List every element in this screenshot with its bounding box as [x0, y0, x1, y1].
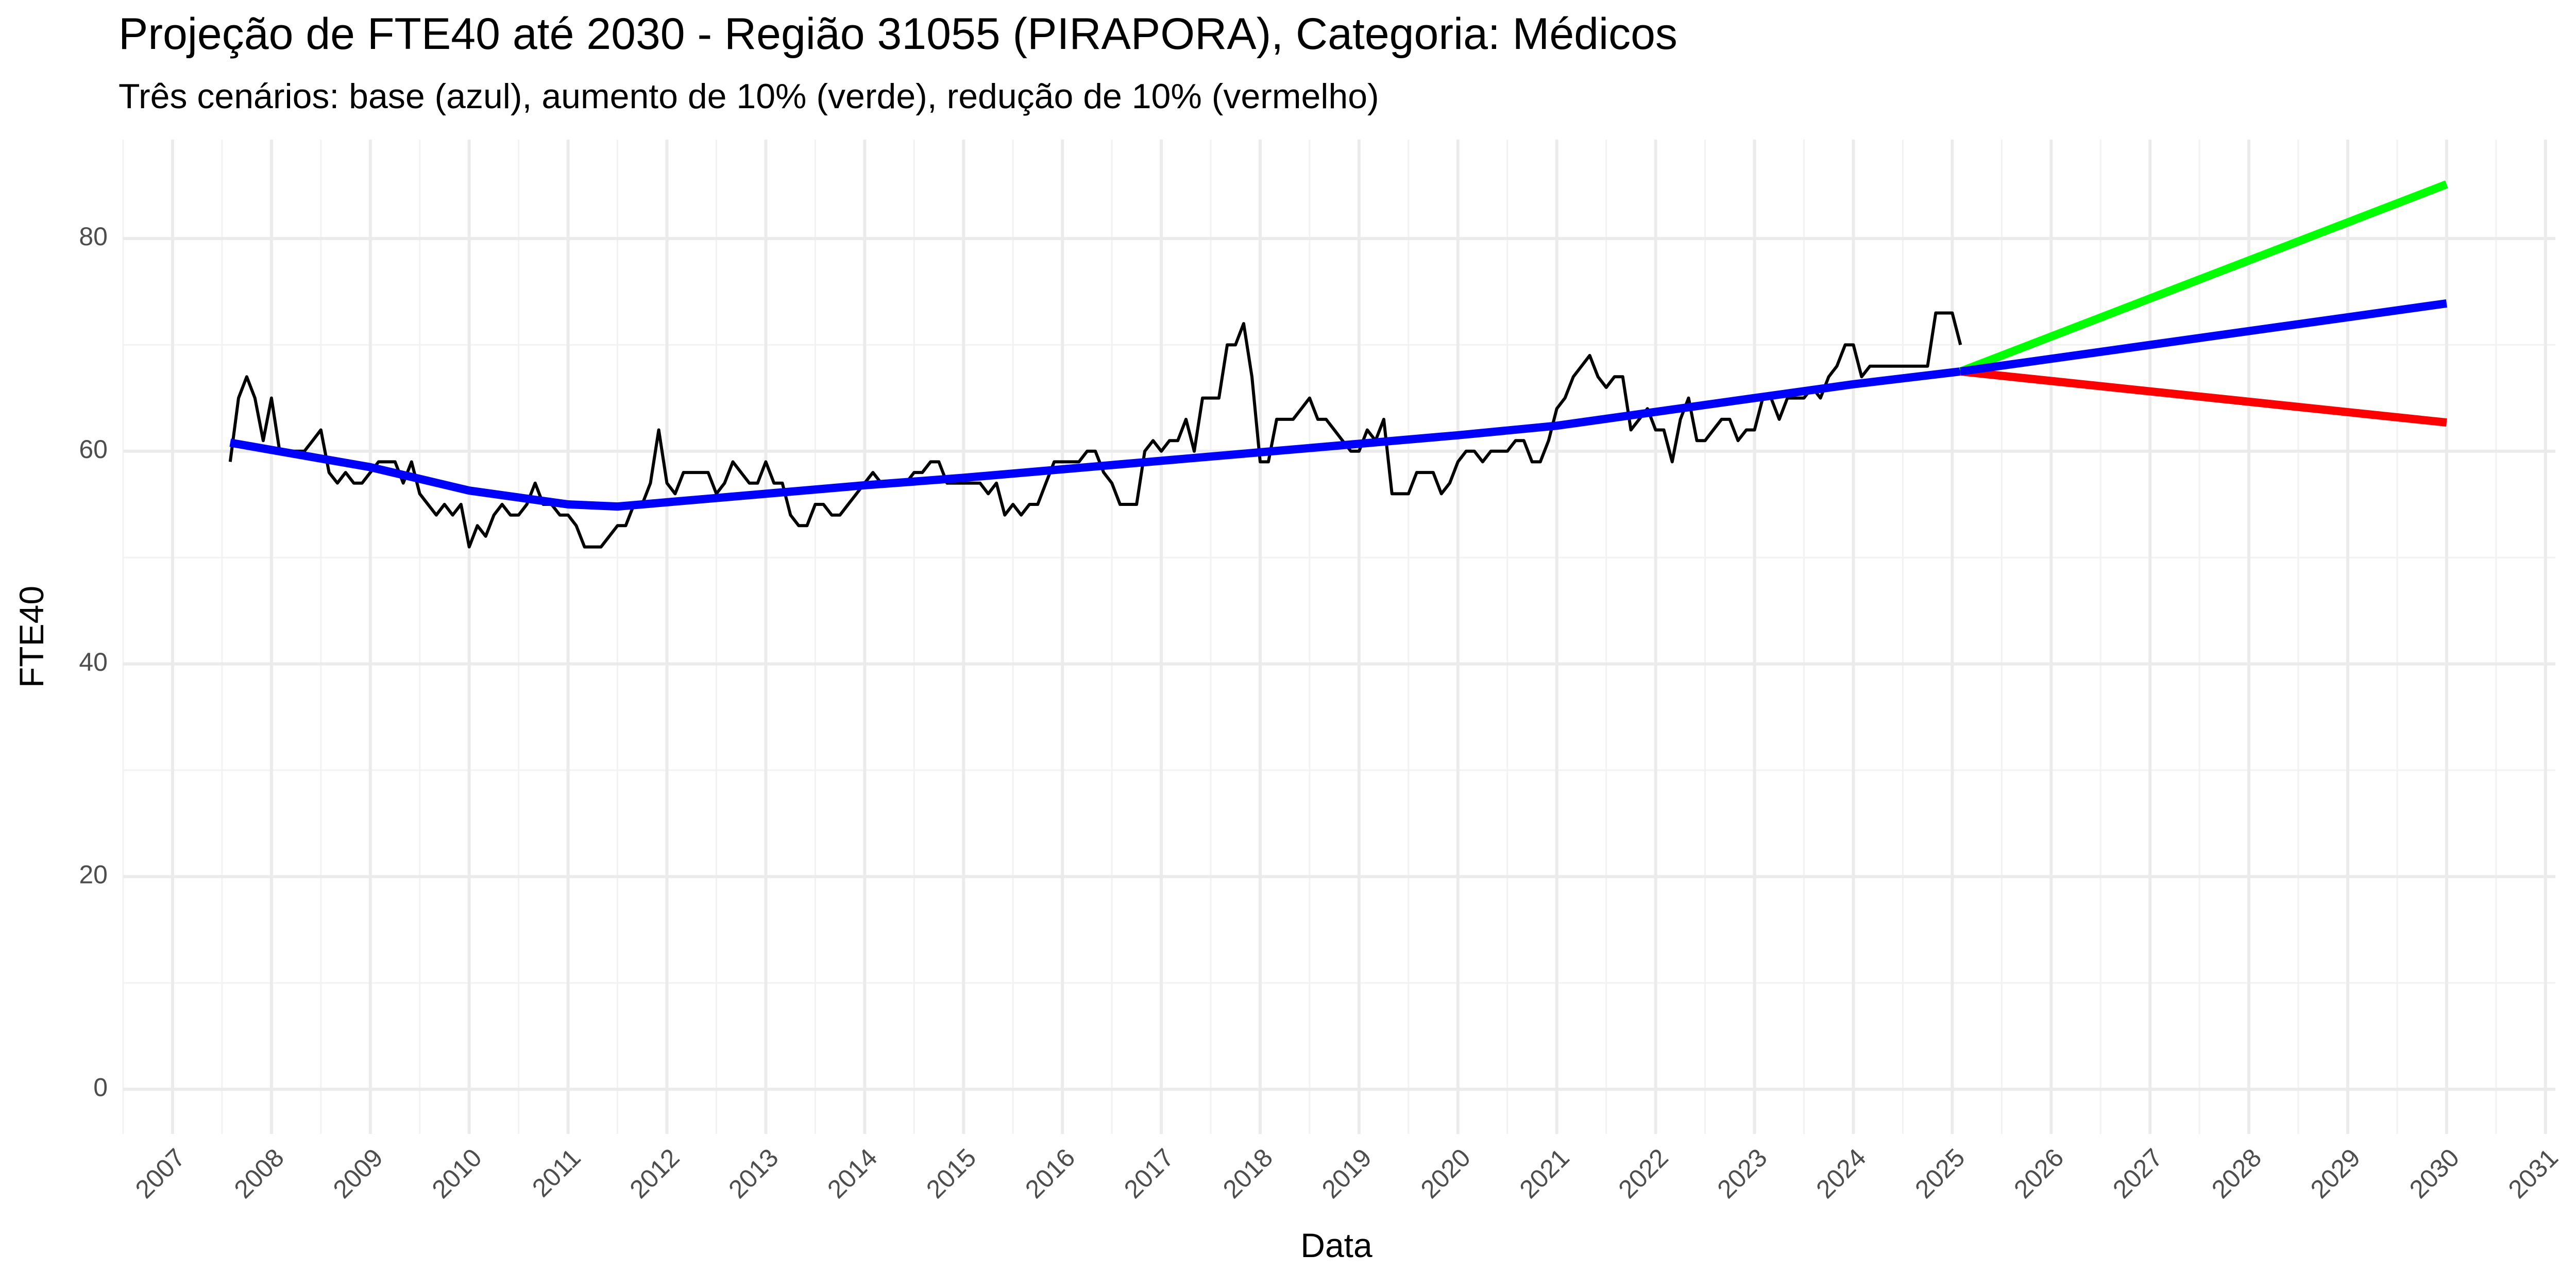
x-tick-label: 2012 — [624, 1143, 685, 1204]
chart-subtitle: Três cenários: base (azul), aumento de 1… — [118, 77, 1379, 116]
x-tick-label: 2021 — [1514, 1143, 1575, 1204]
y-axis-label: FTE40 — [12, 586, 50, 688]
x-tick-label: 2013 — [723, 1143, 784, 1204]
chart-title: Projeção de FTE40 até 2030 - Região 3105… — [118, 9, 1677, 59]
y-tick-label: 80 — [79, 222, 108, 251]
y-tick-label: 60 — [79, 435, 108, 464]
x-tick-label: 2007 — [130, 1143, 191, 1204]
x-tick-label: 2009 — [328, 1143, 388, 1204]
series-line — [1960, 299, 2448, 376]
x-tick-label: 2031 — [2503, 1143, 2564, 1204]
x-tick-label: 2022 — [1613, 1143, 1673, 1204]
x-tick-label: 2015 — [921, 1143, 981, 1204]
series-line — [228, 311, 1962, 549]
y-tick-label: 20 — [79, 860, 108, 889]
grid — [122, 140, 2555, 1134]
axes: 2007 2008 2009 2010 2011 2012 2013 2014 2015 2016… — [79, 222, 2564, 1204]
x-tick-label: 2020 — [1415, 1143, 1476, 1204]
x-tick-label: 2010 — [427, 1143, 487, 1204]
x-tick-label: 2016 — [1020, 1143, 1080, 1204]
x-axis-label: Data — [1300, 1226, 1372, 1264]
plot-area — [228, 180, 2448, 549]
x-tick-label: 2017 — [1118, 1143, 1179, 1204]
series-line — [229, 367, 1961, 511]
x-tick-label: 2019 — [1316, 1143, 1377, 1204]
y-tick-label: 0 — [93, 1073, 108, 1102]
x-tick-label: 2025 — [1909, 1143, 1970, 1204]
x-tick-label: 2018 — [1217, 1143, 1278, 1204]
x-tick-label: 2026 — [2008, 1143, 2069, 1204]
x-tick-label: 2030 — [2404, 1143, 2465, 1204]
x-tick-label: 2027 — [2107, 1143, 2168, 1204]
y-tick-label: 40 — [79, 648, 108, 676]
x-tick-label: 2011 — [527, 1143, 586, 1203]
x-tick-label: 2028 — [2206, 1143, 2267, 1204]
x-tick-label: 2014 — [822, 1143, 883, 1204]
x-tick-label: 2008 — [229, 1143, 290, 1204]
x-tick-label: 2023 — [1711, 1143, 1772, 1204]
x-tick-label: 2029 — [2305, 1143, 2366, 1204]
x-tick-label: 2024 — [1810, 1143, 1871, 1204]
series-line — [1960, 367, 2447, 427]
series-line — [1959, 180, 2448, 376]
